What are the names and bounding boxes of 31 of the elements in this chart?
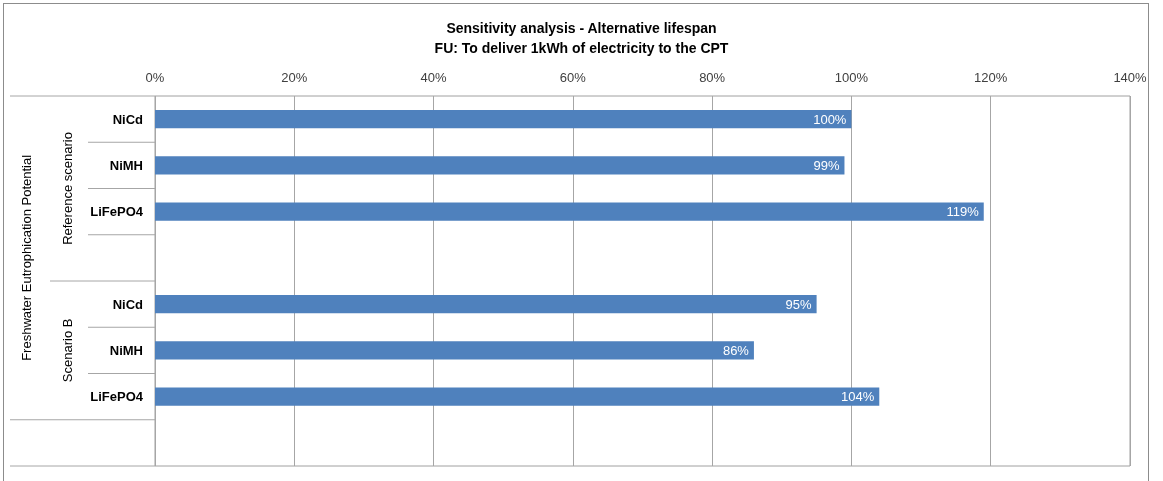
- data-label: 95%: [785, 296, 813, 312]
- text: Scenario B: [59, 318, 75, 383]
- data-label: 104%: [841, 389, 875, 405]
- y-tick-label: NiMH: [109, 157, 143, 173]
- bar: [155, 295, 817, 314]
- x-tick-label: 120%: [974, 70, 1008, 85]
- bar: [155, 341, 754, 360]
- data-label: 86%: [722, 342, 750, 358]
- y-tick-label: NiCd: [112, 296, 144, 312]
- data-label: 119%: [946, 204, 980, 220]
- y-axis-title: Freshwater Eutrophication Potential: [18, 154, 34, 361]
- y-tick-label: LiFePO4: [90, 389, 144, 405]
- y-tick-label: NiCd: [112, 111, 144, 127]
- x-tick-label: 140%: [1113, 70, 1148, 85]
- y-tick-label: LiFePO4: [90, 204, 144, 220]
- data-label: 99%: [813, 157, 840, 173]
- data-label: 100%: [813, 111, 847, 127]
- y-tick-label: NiMH: [109, 342, 143, 358]
- bar: [155, 387, 880, 406]
- x-tick-label: 100%: [834, 70, 869, 85]
- x-tick-label: 20%: [281, 70, 308, 85]
- bar: [155, 110, 852, 129]
- x-tick-label: 40%: [420, 70, 448, 85]
- text: Reference scenario: [59, 132, 75, 245]
- bar: [155, 156, 845, 175]
- x-tick-label: 0%: [145, 70, 165, 85]
- x-tick-label: 60%: [559, 70, 587, 85]
- chart-subtitle: FU: To deliver 1kWh of electricity to the CPT: [434, 40, 729, 56]
- bar: [155, 202, 984, 221]
- x-tick-label: 80%: [699, 70, 726, 85]
- chart-title: Sensitivity analysis - Alternative lifespan: [446, 20, 717, 36]
